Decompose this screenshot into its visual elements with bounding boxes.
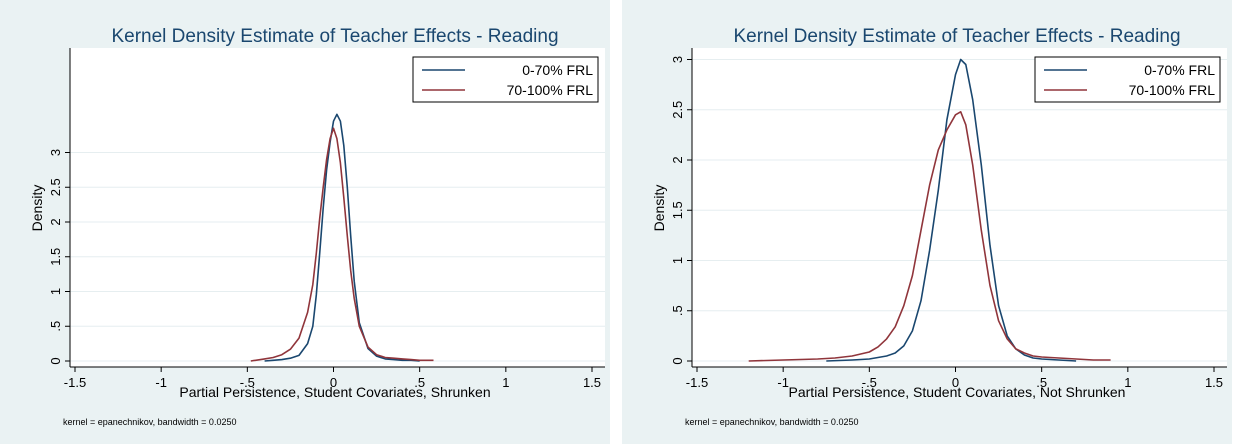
kernel-note: kernel = epanechnikov, bandwidth = 0.025… xyxy=(63,417,236,427)
y-tick-label: 2.5 xyxy=(48,178,63,196)
series-line-frl-0-70 xyxy=(826,58,1077,362)
y-tick-label: .5 xyxy=(48,321,63,332)
density-chart-not-shrunken: Kernel Density Estimate of Teacher Effec… xyxy=(622,0,1232,444)
legend-box xyxy=(1034,56,1221,103)
y-tick-label: 1 xyxy=(670,257,685,264)
x-axis-label: Partial Persistence, Student Covariates,… xyxy=(179,384,490,400)
legend-box xyxy=(412,56,599,103)
x-tick-label: -.5 xyxy=(862,375,877,390)
x-tick-label: -1 xyxy=(155,375,167,390)
y-tick-label: 2.5 xyxy=(670,101,685,119)
y-axis-label: Density xyxy=(651,185,667,232)
x-tick-label: -.5 xyxy=(240,375,255,390)
y-tick-label: 2 xyxy=(670,156,685,163)
x-tick-label: 1 xyxy=(502,375,509,390)
y-axis-label: Density xyxy=(29,185,45,232)
x-tick-label: .5 xyxy=(1036,375,1047,390)
x-axis-label: Partial Persistence, Student Covariates,… xyxy=(789,384,1126,400)
x-tick-label: 1.5 xyxy=(583,375,601,390)
series-line-frl-70-100 xyxy=(748,111,1111,362)
x-tick-label: -1.5 xyxy=(686,375,708,390)
x-tick-label: 0 xyxy=(330,375,337,390)
y-tick-label: 3 xyxy=(48,149,63,156)
x-tick-label: .5 xyxy=(414,375,425,390)
series-line-frl-70-100 xyxy=(250,127,434,362)
legend-label-1: 70-100% FRL xyxy=(1129,82,1216,98)
y-tick-label: 0 xyxy=(48,357,63,364)
legend-label-1: 70-100% FRL xyxy=(507,82,594,98)
x-tick-label: 0 xyxy=(952,375,959,390)
density-chart-shrunken: Kernel Density Estimate of Teacher Effec… xyxy=(0,0,610,444)
legend: 0-70% FRL 70-100% FRL xyxy=(412,56,599,103)
x-tick-label: -1 xyxy=(777,375,789,390)
y-tick-label: .5 xyxy=(670,305,685,316)
y-tick-label: 1 xyxy=(48,288,63,295)
kernel-note: kernel = epanechnikov, bandwidth = 0.025… xyxy=(685,417,858,427)
series-line-frl-0-70 xyxy=(264,113,420,362)
y-tick-label: 0 xyxy=(670,357,685,364)
y-tick-label: 2 xyxy=(48,218,63,225)
x-tick-label: 1 xyxy=(1124,375,1131,390)
y-tick-label: 1.5 xyxy=(48,248,63,266)
y-tick-label: 3 xyxy=(670,56,685,63)
legend: 0-70% FRL 70-100% FRL xyxy=(1034,56,1221,103)
legend-label-0: 0-70% FRL xyxy=(522,62,593,78)
y-tick-label: 1.5 xyxy=(670,201,685,219)
x-tick-label: -1.5 xyxy=(64,375,86,390)
legend-label-0: 0-70% FRL xyxy=(1144,62,1215,78)
chart-title: Kernel Density Estimate of Teacher Effec… xyxy=(733,26,1180,47)
chart-title: Kernel Density Estimate of Teacher Effec… xyxy=(111,26,558,47)
x-tick-label: 1.5 xyxy=(1205,375,1223,390)
